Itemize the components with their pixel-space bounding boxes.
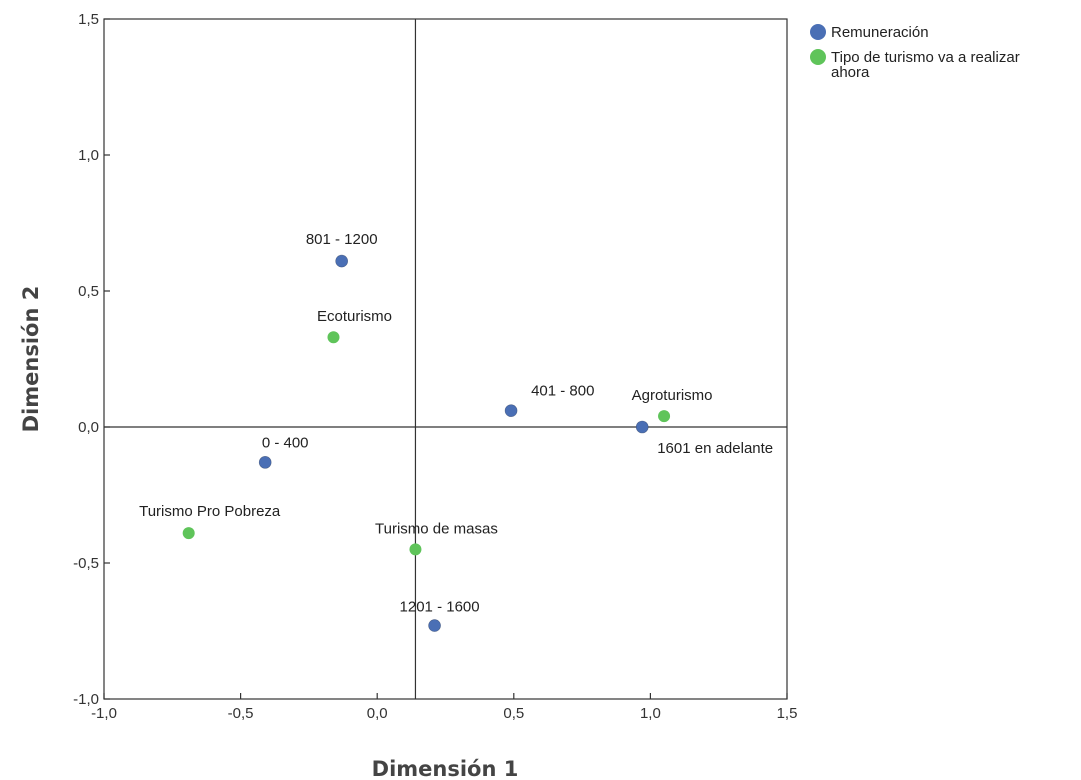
- y-tick-label: 1,5: [78, 11, 99, 28]
- legend-label-remuneracion: Remuneración: [831, 24, 929, 41]
- y-axis-ticks: -1,0 -0,5 0,0 0,5 1,0 1,5: [73, 11, 110, 708]
- x-tick-label: -0,5: [228, 705, 254, 722]
- y-tick-label: -1,0: [73, 691, 99, 708]
- plot-frame: [103, 18, 788, 700]
- x-tick-label: -1,0: [91, 705, 117, 722]
- data-points: [182, 254, 671, 632]
- point-401-800: [504, 404, 518, 417]
- point-label-agroturismo: Agroturismo: [632, 387, 713, 404]
- legend: Remuneración Tipo de turismo va a realiza…: [810, 24, 1020, 81]
- legend-marker-remuneracion: [810, 24, 826, 40]
- point-label-turismo-de-masas: Turismo de masas: [375, 520, 498, 537]
- y-tick-label: 1,0: [78, 147, 99, 164]
- y-tick-label: 0,0: [78, 419, 99, 436]
- x-axis-title: Dimensión 1: [372, 757, 519, 780]
- point-801-1200: [335, 254, 348, 268]
- point-ecoturismo: [327, 331, 340, 344]
- y-tick-label: 0,5: [78, 283, 99, 300]
- point-1601-en-adelante: [635, 420, 649, 434]
- point-agroturismo: [658, 410, 671, 423]
- point-label-ecoturismo: Ecoturismo: [317, 308, 392, 325]
- legend-marker-tipo-de-turismo-va-a-realizar-ahora: [810, 49, 826, 65]
- x-tick-label: 1,0: [640, 705, 661, 722]
- point-labels: 801 - 1200 401 - 800 1601 en adelante 0 - 4…: [139, 231, 773, 615]
- x-tick-label: 1,5: [777, 705, 798, 722]
- point-label-0-400: 0 - 400: [262, 434, 309, 451]
- x-axis-ticks: -1,0 -0,5 0,0 0,5 1,0 1,5: [91, 693, 797, 722]
- legend-label-tipo-de-turismo-va-a-realizar-ahora: Tipo de turismo va a realizar ahora: [831, 49, 1020, 81]
- point-label-turismo-pro-pobreza: Turismo Pro Pobreza: [139, 503, 281, 520]
- point-label-801-1200: 801 - 1200: [306, 231, 378, 248]
- x-tick-label: 0,0: [367, 705, 388, 722]
- point-turismo-pro-pobreza: [182, 527, 195, 540]
- y-tick-label: -0,5: [73, 555, 99, 572]
- point-label-1201-1600: 1201 - 1600: [400, 599, 480, 616]
- point-1201-1600: [428, 619, 441, 632]
- point-label-1601-en-adelante: 1601 en adelante: [657, 440, 773, 457]
- point-label-401-800: 401 - 800: [531, 383, 594, 400]
- x-tick-label: 0,5: [503, 705, 524, 722]
- point-0-400: [258, 456, 272, 469]
- y-axis-title: Dimensión 2: [19, 286, 43, 433]
- point-turismo-de-masas: [409, 543, 422, 556]
